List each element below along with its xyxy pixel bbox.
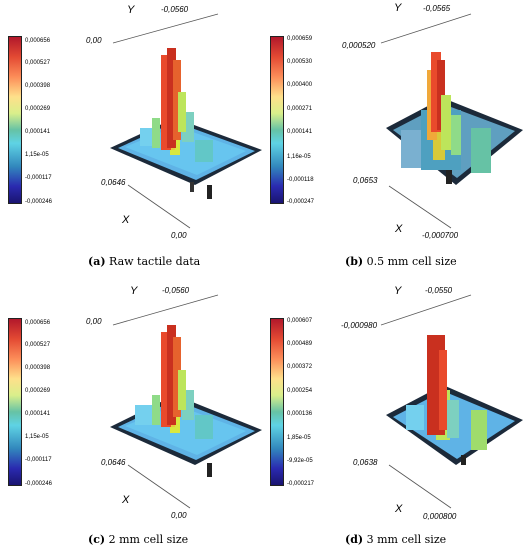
colorbar-a — [8, 36, 22, 204]
colorbar-tick: 0,000656 — [25, 38, 51, 44]
caption-d: (d) 3 mm cell size — [345, 533, 446, 546]
y-axis-value: -0,0550 — [425, 286, 453, 295]
y-axis-name: Y — [394, 285, 402, 297]
colorbar-tick: 0,000136 — [287, 411, 313, 417]
colorbar-tick: 0,000607 — [287, 318, 313, 324]
colorbar-tick: 1,15e-05 — [25, 434, 49, 440]
colorbar-tick: 0,000659 — [287, 36, 313, 42]
y-axis-name: Y — [130, 285, 138, 297]
colorbar-tick: -9,92e-05 — [287, 458, 313, 464]
colorbar-tick: 0,000141 — [25, 411, 51, 417]
surface-plot-a — [110, 13, 262, 229]
colorbar-tick: -0,000217 — [287, 481, 315, 487]
colorbar-tick: -0,000118 — [287, 177, 314, 183]
colorbar-tick: 0,000400 — [287, 82, 313, 88]
colorbar-tick: 0,000271 — [287, 106, 313, 112]
colorbar-tick: -0,000117 — [25, 175, 52, 181]
x-axis-name: X — [395, 503, 403, 515]
colorbar-tick: 1,15e-05 — [25, 152, 49, 158]
x-axis-value: 0,0646 — [101, 178, 126, 187]
colorbar-tick: 0,000527 — [25, 342, 51, 348]
panel-a: 0,000656 0,000527 0,000398 0,000269 0,00… — [0, 0, 262, 275]
caption-c: (c) 2 mm cell size — [88, 533, 188, 546]
x-axis-end: 0,00 — [171, 511, 187, 520]
y-axis-origin: 0,000520 — [342, 41, 376, 50]
colorbar-tick: 0,000398 — [25, 365, 51, 371]
colorbar-tick: 0,000372 — [287, 364, 313, 370]
colorbar-tick: 1,85e-05 — [287, 435, 311, 441]
caption-text: 3 mm cell size — [363, 533, 447, 546]
colorbar-tick: 0,000254 — [287, 388, 313, 394]
colorbar-b — [270, 36, 284, 204]
panel-d: 0,000607 0,000489 0,000372 0,000254 0,00… — [261, 275, 523, 550]
caption-letter: (c) — [88, 533, 106, 546]
x-axis-end: 0,00 — [171, 231, 187, 240]
x-axis-name: X — [122, 494, 130, 506]
colorbar-tick: -0,000246 — [25, 199, 53, 205]
caption-text: Raw tactile data — [105, 255, 201, 268]
colorbar-tick: -0,000247 — [287, 199, 315, 205]
caption-b: (b) 0.5 mm cell size — [345, 255, 457, 268]
colorbar-tick: 0,000141 — [287, 129, 313, 135]
x-axis-end: 0,000800 — [423, 512, 457, 521]
caption-a: (a) Raw tactile data — [88, 255, 200, 268]
colorbar-tick: 0,000656 — [25, 320, 51, 326]
y-axis-origin: -0,000980 — [341, 321, 378, 330]
caption-text: 2 mm cell size — [105, 533, 189, 546]
caption-letter: (a) — [88, 255, 106, 268]
x-axis-end: -0,000700 — [422, 231, 459, 240]
colorbar-tick: -0,000117 — [25, 457, 52, 463]
panel-b: 0,000659 0,000530 0,000400 0,000271 0,00… — [261, 0, 523, 275]
surface-plot-d — [380, 294, 523, 509]
caption-letter: (b) — [345, 255, 364, 268]
x-axis-value: 0,0653 — [353, 176, 378, 185]
surface-plot-c — [110, 294, 262, 509]
y-axis-value: -0,0560 — [161, 5, 189, 14]
colorbar-tick: 1,16e-05 — [287, 154, 311, 160]
colorbar-tick: 0,000527 — [25, 60, 51, 66]
y-axis-origin: 0,00 — [86, 317, 102, 326]
y-axis-origin: 0,00 — [86, 36, 102, 45]
x-axis-name: X — [395, 223, 403, 235]
panel-c: 0,000656 0,000527 0,000398 0,000269 0,00… — [0, 275, 262, 550]
colorbar-tick: 0,000530 — [287, 59, 313, 65]
colorbar-tick: 0,000269 — [25, 106, 51, 112]
colorbar-d — [270, 318, 284, 486]
y-axis-name: Y — [394, 2, 402, 14]
colorbar-c — [8, 318, 22, 486]
y-axis-value: -0,0565 — [423, 4, 451, 13]
x-axis-value: 0,0638 — [353, 458, 378, 467]
x-axis-name: X — [122, 214, 130, 226]
colorbar-tick: 0,000398 — [25, 83, 51, 89]
colorbar-tick: 0,000141 — [25, 129, 51, 135]
x-axis-value: 0,0646 — [101, 458, 126, 467]
y-axis-name: Y — [127, 4, 135, 16]
colorbar-tick: 0,000269 — [25, 388, 51, 394]
surface-plot-b — [380, 13, 523, 229]
y-axis-value: -0,0560 — [162, 286, 190, 295]
colorbar-tick: -0,000246 — [25, 481, 53, 487]
caption-text: 0.5 mm cell size — [363, 255, 457, 268]
caption-letter: (d) — [345, 533, 364, 546]
colorbar-tick: 0,000489 — [287, 341, 313, 347]
